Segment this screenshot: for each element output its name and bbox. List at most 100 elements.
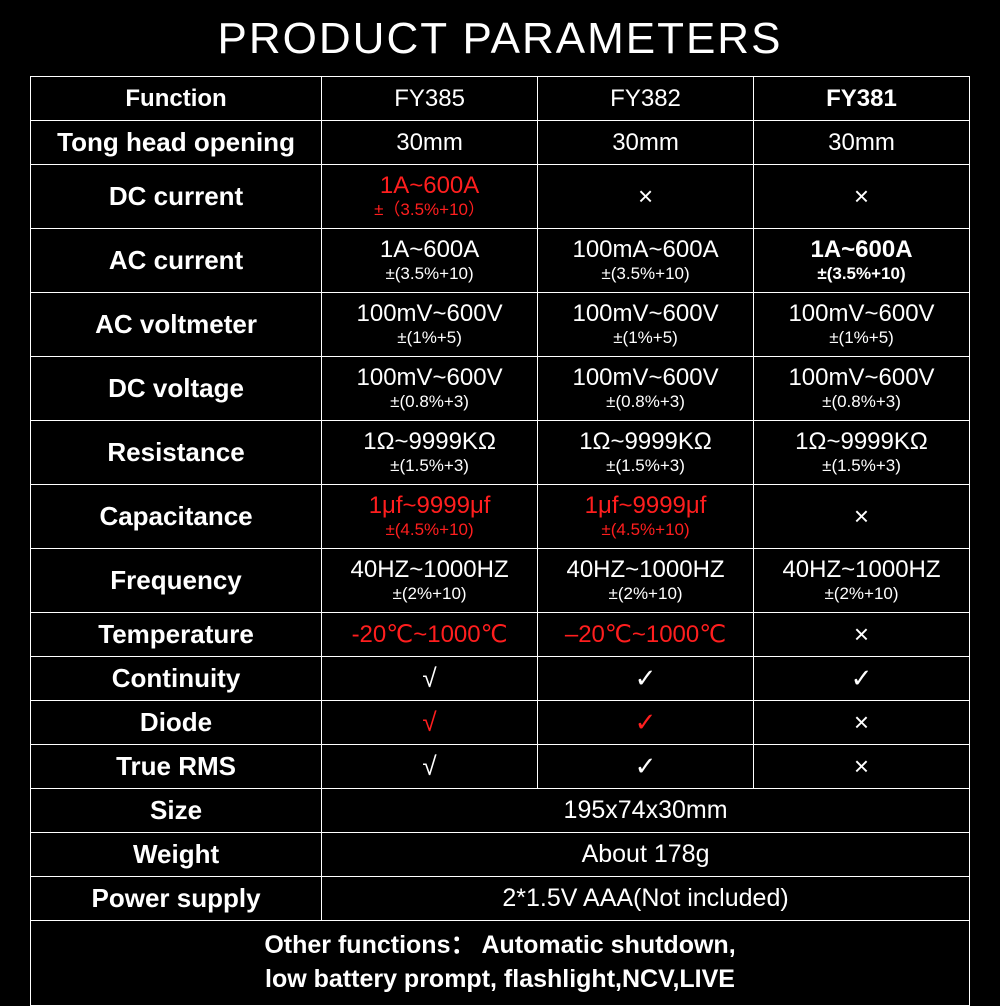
value-main: 40HZ~1000HZ [324,557,535,583]
cross-icon: × [754,701,970,745]
cell: 1Ω~9999KΩ ±(1.5%+3) [754,421,970,485]
cell: 40HZ~1000HZ ±(2%+10) [322,549,538,613]
value-main: 100mA~600A [540,237,751,263]
value-tolerance: ±(1.5%+3) [756,457,967,476]
value-tolerance: ±(2%+10) [324,585,535,604]
value-tolerance: ±（3.5%+10） [324,201,535,220]
value-tolerance: ±(2%+10) [756,585,967,604]
cell: 100mV~600V ±(1%+5) [538,293,754,357]
header-row: Function FY385 FY382 FY381 [31,77,970,121]
label-continuity: Continuity [31,657,322,701]
label-size: Size [31,789,322,833]
row-temperature: Temperature -20℃~1000℃ –20℃~1000℃ × [31,613,970,657]
cell: 1μf~9999μf ±(4.5%+10) [538,485,754,549]
cross-icon: × [754,745,970,789]
row-ac-voltmeter: AC voltmeter 100mV~600V ±(1%+5) 100mV~60… [31,293,970,357]
label-ac-current: AC current [31,229,322,293]
value-tolerance: ±(1.5%+3) [324,457,535,476]
label-tong: Tong head opening [31,121,322,165]
header-model-2: FY382 [538,77,754,121]
check-icon: ✓ [754,657,970,701]
value-tolerance: ±(0.8%+3) [324,393,535,412]
cell: 1A~600A ±(3.5%+10) [754,229,970,293]
footer-line-2: low battery prompt, flashlight,NCV,LIVE [265,965,735,993]
value-main: 1μf~9999μf [324,493,535,519]
value-main: 1A~600A [756,237,967,263]
spec-sheet: PRODUCT PARAMETERS Function FY385 FY382 … [0,0,1000,1000]
value-tolerance: ±(0.8%+3) [540,393,751,412]
label-resistance: Resistance [31,421,322,485]
label-frequency: Frequency [31,549,322,613]
cross-icon: × [754,485,970,549]
label-ac-voltmeter: AC voltmeter [31,293,322,357]
value-tolerance: ±(2%+10) [540,585,751,604]
row-resistance: Resistance 1Ω~9999KΩ ±(1.5%+3) 1Ω~9999KΩ… [31,421,970,485]
value-main: 1A~600A [324,237,535,263]
value-main: 40HZ~1000HZ [756,557,967,583]
label-dc-current: DC current [31,165,322,229]
value-main: 1Ω~9999KΩ [324,429,535,455]
row-other-functions: Other functions： Automatic shutdown, low… [31,921,970,1006]
value-main: 1Ω~9999KΩ [540,429,751,455]
header-function: Function [31,77,322,121]
value-tolerance: ±(4.5%+10) [324,521,535,540]
header-model-1: FY385 [322,77,538,121]
value-main: 40HZ~1000HZ [540,557,751,583]
row-dc-current: DC current 1A~600A ±（3.5%+10） × × [31,165,970,229]
label-temperature: Temperature [31,613,322,657]
cell: 30mm [538,121,754,165]
check-icon: √ [322,701,538,745]
check-icon: ✓ [538,701,754,745]
cell: 30mm [322,121,538,165]
value-main: 100mV~600V [756,365,967,391]
row-ac-current: AC current 1A~600A ±(3.5%+10) 100mA~600A… [31,229,970,293]
row-capacitance: Capacitance 1μf~9999μf ±(4.5%+10) 1μf~99… [31,485,970,549]
value-tolerance: ±(3.5%+10) [540,265,751,284]
cell: 30mm [754,121,970,165]
check-icon: √ [322,745,538,789]
label-capacitance: Capacitance [31,485,322,549]
row-size: Size 195x74x30mm [31,789,970,833]
cell: 100mV~600V ±(1%+5) [754,293,970,357]
cell-merged: 195x74x30mm [322,789,970,833]
value-tolerance: ±(1%+5) [324,329,535,348]
value-main: 100mV~600V [756,301,967,327]
label-weight: Weight [31,833,322,877]
value-main: 100mV~600V [540,365,751,391]
value-main: 1μf~9999μf [540,493,751,519]
value-main: 100mV~600V [540,301,751,327]
cell: 1A~600A ±（3.5%+10） [322,165,538,229]
cross-icon: × [754,165,970,229]
value-tolerance: ±(0.8%+3) [756,393,967,412]
label-power-supply: Power supply [31,877,322,921]
cell: 100mV~600V ±(1%+5) [322,293,538,357]
spec-table: Function FY385 FY382 FY381 Tong head ope… [30,76,970,1006]
row-tong: Tong head opening 30mm 30mm 30mm [31,121,970,165]
cell: –20℃~1000℃ [538,613,754,657]
cell: 1μf~9999μf ±(4.5%+10) [322,485,538,549]
cell-merged: 2*1.5V AAA(Not included) [322,877,970,921]
cell: 1A~600A ±(3.5%+10) [322,229,538,293]
row-frequency: Frequency 40HZ~1000HZ ±(2%+10) 40HZ~1000… [31,549,970,613]
row-dc-voltage: DC voltage 100mV~600V ±(0.8%+3) 100mV~60… [31,357,970,421]
cross-icon: × [538,165,754,229]
cell: 100mV~600V ±(0.8%+3) [538,357,754,421]
cross-icon: × [754,613,970,657]
cell: 1Ω~9999KΩ ±(1.5%+3) [538,421,754,485]
row-weight: Weight About 178g [31,833,970,877]
cell-other-functions: Other functions： Automatic shutdown, low… [31,921,970,1006]
value-tolerance: ±(1%+5) [540,329,751,348]
row-continuity: Continuity √ ✓ ✓ [31,657,970,701]
value-main: 1A~600A [324,173,535,199]
row-diode: Diode √ ✓ × [31,701,970,745]
cell: 40HZ~1000HZ ±(2%+10) [538,549,754,613]
header-model-3: FY381 [754,77,970,121]
cell: 100mV~600V ±(0.8%+3) [754,357,970,421]
value-main: 100mV~600V [324,365,535,391]
check-icon: ✓ [538,657,754,701]
value-tolerance: ±(4.5%+10) [540,521,751,540]
cell: -20℃~1000℃ [322,613,538,657]
value-main: 1Ω~9999KΩ [756,429,967,455]
cell: 40HZ~1000HZ ±(2%+10) [754,549,970,613]
footer-line-1: Other functions： Automatic shutdown, [264,931,735,959]
